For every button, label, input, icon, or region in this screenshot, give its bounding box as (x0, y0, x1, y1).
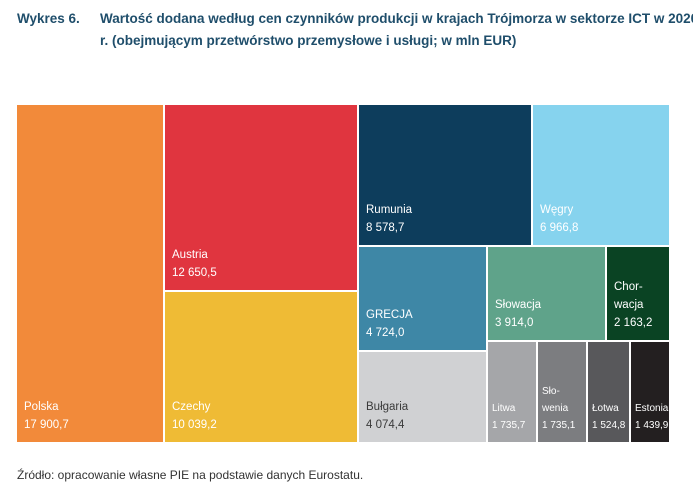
country-value: 17 900,7 (24, 419, 69, 431)
country-value: 4 074,4 (366, 419, 405, 431)
cell-label: Polska 17 900,7 (24, 398, 69, 434)
country-value: 6 966,8 (540, 222, 579, 234)
cell-label: Estonia 1 439,9 (635, 400, 668, 434)
treemap-cell-czechy: Czechy 10 039,2 (165, 292, 357, 442)
treemap-cell-grecja: GRECJA 4 724,0 (359, 247, 486, 350)
country-value: 1 524,8 (592, 420, 626, 431)
country-value: 1 735,7 (492, 420, 526, 431)
treemap-cell-rumunia: Rumunia 8 578,7 (359, 105, 531, 245)
source-note: Źródło: opracowanie własne PIE na podsta… (17, 468, 364, 482)
country-value: 12 650,5 (172, 267, 217, 279)
country-value: 8 578,7 (366, 222, 405, 234)
country-value: 2 163,2 (614, 317, 653, 329)
treemap-cell-węgry: Węgry 6 966,8 (533, 105, 669, 245)
treemap-cell-litwa: Litwa 1 735,7 (488, 342, 536, 442)
figure-title: Wartość dodana według cen czynników prod… (100, 11, 693, 48)
treemap-cell-estonia: Estonia 1 439,9 (631, 342, 669, 442)
treemap-cell-słowenia: Sło- wenia 1 735,1 (538, 342, 586, 442)
cell-label: Rumunia 8 578,7 (366, 201, 412, 237)
country-name: Polska (24, 401, 59, 413)
treemap-cell-polska: Polska 17 900,7 (17, 105, 163, 442)
cell-label: Łotwa 1 524,8 (592, 400, 625, 434)
country-name: Austria (172, 249, 208, 261)
cell-label: Sło- wenia 1 735,1 (542, 383, 575, 434)
treemap-cell-łotwa: Łotwa 1 524,8 (588, 342, 629, 442)
cell-label: Litwa 1 735,7 (492, 400, 525, 434)
country-name: Litwa (492, 403, 516, 414)
country-name: Rumunia (366, 204, 413, 216)
country-name: Węgry (540, 204, 574, 216)
country-value: 1 439,9 (635, 420, 669, 431)
country-name: Estonia (635, 403, 669, 414)
country-name: Czechy (172, 401, 211, 413)
treemap-cell-chorwacja: Chor- wacja 2 163,2 (607, 247, 669, 340)
treemap-cell-austria: Austria 12 650,5 (165, 105, 357, 290)
treemap-cell-słowacja: Słowacja 3 914,0 (488, 247, 605, 340)
figure-number: Wykres 6. (17, 11, 80, 26)
treemap-cell-bułgaria: Bułgaria 4 074,4 (359, 352, 486, 442)
cell-label: Słowacja 3 914,0 (495, 296, 541, 332)
country-value: 3 914,0 (495, 317, 534, 329)
country-name: Bułgaria (366, 401, 409, 413)
country-name: Słowacja (495, 299, 542, 311)
cell-label: Austria 12 650,5 (172, 246, 217, 282)
cell-label: Węgry 6 966,8 (540, 201, 578, 237)
country-value: 10 039,2 (172, 419, 217, 431)
country-name: Łotwa (592, 403, 619, 414)
country-value: 4 724,0 (366, 327, 405, 339)
country-name: GRECJA (366, 309, 413, 321)
cell-label: Bułgaria 4 074,4 (366, 398, 408, 434)
country-name: Sło- wenia (542, 386, 569, 414)
country-name: Chor- wacja (614, 281, 644, 311)
country-value: 1 735,1 (542, 420, 576, 431)
cell-label: Chor- wacja 2 163,2 (614, 278, 652, 332)
cell-label: GRECJA 4 724,0 (366, 306, 413, 342)
cell-label: Czechy 10 039,2 (172, 398, 217, 434)
